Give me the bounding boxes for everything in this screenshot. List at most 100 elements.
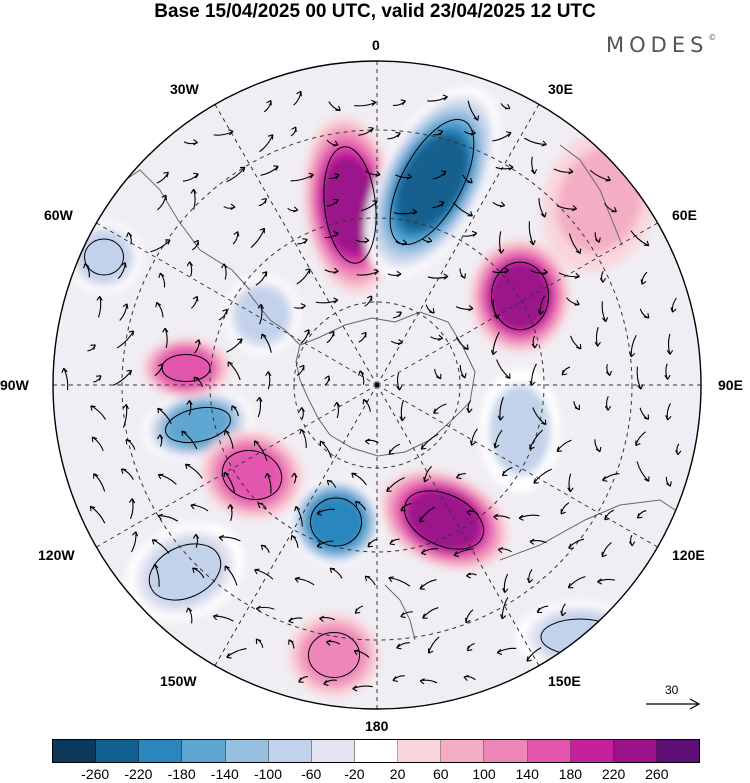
wind-vectors (61, 90, 682, 692)
anomaly-contour (308, 632, 360, 678)
wind-vector (218, 308, 228, 321)
wind-vector (364, 575, 376, 586)
wind-vector (316, 540, 334, 549)
wind-vector (466, 400, 473, 414)
wind-vector (259, 134, 274, 153)
colorbar-swatch (96, 740, 140, 762)
wind-vector (288, 639, 295, 649)
wind-vector (604, 509, 615, 521)
wind-vector (493, 513, 511, 521)
anomaly-contour (323, 146, 377, 264)
wind-vector (126, 232, 133, 245)
wind-vector (392, 675, 405, 682)
wind-vector (227, 504, 234, 522)
wind-vector (466, 642, 475, 652)
positive-anomaly (490, 263, 550, 329)
colorbar-tick-label: 220 (601, 766, 626, 782)
wind-vector (639, 308, 650, 319)
anomaly-contour (310, 497, 362, 547)
south-pole-marker (374, 382, 380, 388)
colorbar-swatch (225, 740, 269, 762)
positive-anomaly (219, 446, 285, 504)
wind-vector (354, 99, 377, 107)
lon-label-30e: 30E (548, 81, 573, 97)
lon-label-60e: 60E (672, 207, 697, 223)
wind-vector (419, 678, 438, 685)
wind-vector (156, 434, 164, 447)
wind-vector (433, 129, 444, 136)
wind-vector (396, 372, 403, 391)
wind-vector (157, 194, 167, 211)
wind-vector (183, 139, 198, 146)
wind-vector (355, 237, 370, 244)
wind-vector (558, 272, 580, 279)
wind-vector (589, 169, 611, 182)
wind-vector (422, 607, 439, 619)
wind-vector (538, 198, 547, 218)
colorbar-tick-label: 100 (472, 766, 496, 782)
wind-vector (264, 472, 272, 494)
wind-vector (364, 170, 381, 177)
wind-vector (117, 262, 127, 279)
meridian-line (214, 104, 378, 386)
wind-vector (184, 463, 203, 479)
wind-vector (255, 605, 275, 612)
wind-vector (670, 297, 677, 313)
meridian-line (96, 222, 378, 386)
wind-vector (290, 534, 299, 548)
wind-vector (190, 188, 197, 210)
wind-vector (570, 335, 582, 350)
wind-vector (324, 375, 331, 386)
lon-label-30w: 30W (170, 81, 199, 97)
wind-vector (420, 548, 438, 556)
wind-vector (324, 267, 339, 275)
wind-vector (465, 609, 474, 624)
negative-anomaly (395, 133, 469, 231)
wind-vector (186, 261, 194, 277)
colorbar (52, 739, 700, 763)
wind-vector (194, 339, 201, 354)
wind-vector (296, 268, 311, 285)
brand-text: MODES (606, 33, 709, 57)
wind-vector (93, 473, 106, 492)
wind-vector (433, 403, 447, 414)
latitude-circle (209, 217, 545, 553)
colorbar-tick-label: -220 (124, 766, 153, 782)
australia-coast (499, 499, 691, 561)
wind-vector (192, 239, 199, 251)
meridian-line (376, 222, 658, 386)
wind-vector (190, 295, 199, 309)
wind-vector (87, 344, 96, 352)
wind-vector (227, 361, 241, 381)
colorbar-tick-label: 260 (645, 766, 669, 782)
wind-vector (152, 563, 160, 587)
wind-vector (116, 330, 135, 349)
wind-vector (594, 326, 601, 347)
colorbar-swatch (570, 740, 614, 762)
wind-vector (537, 295, 546, 316)
wind-vector (290, 172, 314, 182)
wind-vector (223, 471, 236, 493)
wind-vector (556, 205, 578, 212)
wind-vector (157, 407, 172, 425)
wind-vector (386, 477, 405, 493)
wind-vector (182, 172, 199, 182)
wind-vector (260, 544, 270, 553)
wind-vector (223, 203, 236, 210)
wind-vector (122, 403, 129, 428)
anomaly-contour (165, 406, 231, 444)
wind-vector (556, 439, 572, 453)
wind-vector (162, 327, 169, 348)
colorbar-swatch (354, 740, 399, 762)
colorbar-tick-label: 20 (389, 766, 406, 782)
wind-vector (434, 368, 442, 380)
wind-vector (467, 100, 480, 121)
wind-vector (255, 271, 268, 286)
wind-vector (296, 364, 305, 376)
wind-vector (604, 202, 617, 213)
antarctica-coastline (117, 144, 691, 641)
wind-vector (218, 534, 241, 542)
wind-vector (526, 647, 542, 662)
wind-vector (423, 465, 432, 483)
